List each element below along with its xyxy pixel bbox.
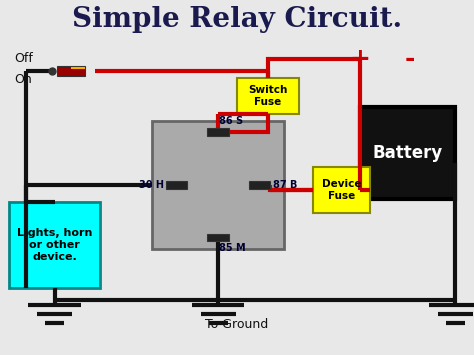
Text: 87 B: 87 B	[273, 180, 297, 190]
Text: Device
Fuse: Device Fuse	[321, 179, 361, 201]
Text: To Ground: To Ground	[205, 318, 269, 331]
Bar	[207, 128, 228, 136]
Bar	[57, 66, 85, 76]
Bar	[237, 78, 299, 114]
Bar	[207, 234, 228, 241]
Text: On: On	[14, 73, 32, 86]
Bar	[9, 202, 100, 288]
Text: Switch
Fuse: Switch Fuse	[248, 85, 288, 106]
Text: Lights, horn
or other
device.: Lights, horn or other device.	[17, 228, 92, 262]
Text: Simple Relay Circuit.: Simple Relay Circuit.	[72, 6, 402, 33]
Bar	[313, 167, 370, 213]
Text: 86 S: 86 S	[219, 116, 243, 126]
Bar	[152, 121, 284, 248]
Text: 30 H: 30 H	[138, 180, 164, 190]
Bar	[166, 181, 187, 189]
Bar	[249, 181, 270, 189]
Text: Off: Off	[14, 52, 33, 65]
Text: 85 M: 85 M	[219, 243, 246, 253]
Bar	[360, 106, 455, 199]
Text: +: +	[350, 47, 371, 71]
Text: Battery: Battery	[373, 144, 443, 162]
Text: -: -	[405, 47, 415, 71]
